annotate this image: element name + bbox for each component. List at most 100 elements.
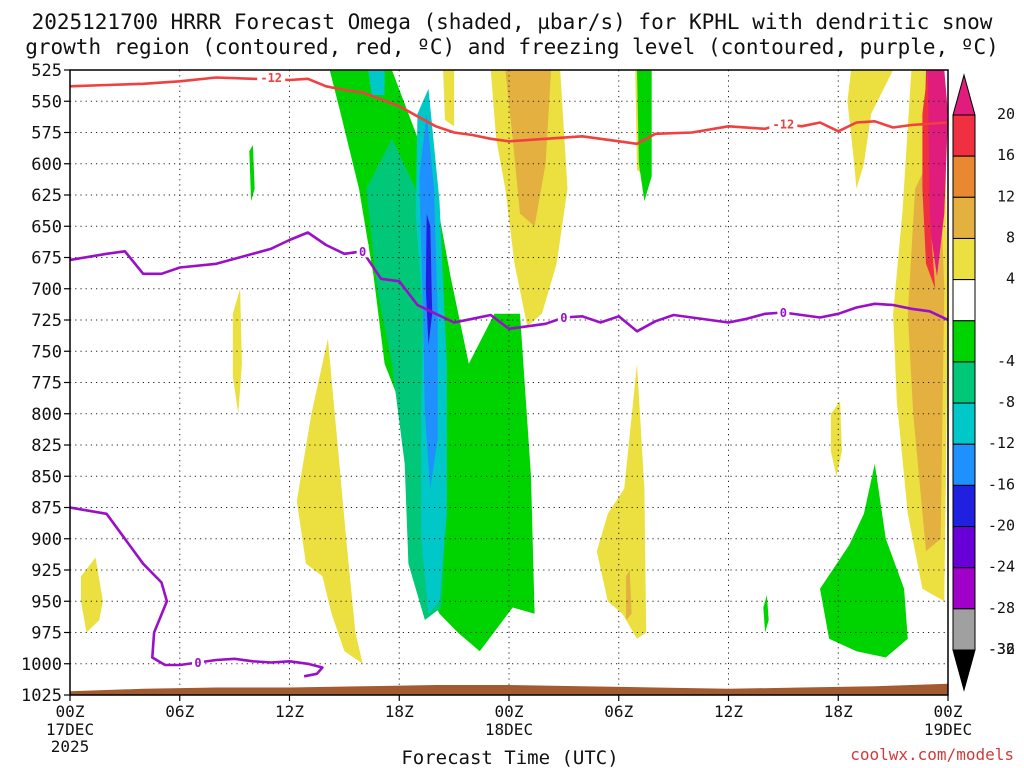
colorbar-label-10: -20 xyxy=(988,517,1015,535)
contour-label-bg xyxy=(192,655,205,669)
colorbar-label-6: -4 xyxy=(997,352,1015,370)
contour-label-bg xyxy=(769,116,798,130)
credit-text: coolwx.com/models xyxy=(850,745,1014,764)
chart-title-line1: 2025121700 HRRR Forecast Omega (shaded, … xyxy=(32,10,993,34)
y-tick-label-900: 900 xyxy=(31,530,62,550)
colorbar-label-4: 4 xyxy=(1006,270,1015,288)
y-tick-label-650: 650 xyxy=(31,217,62,237)
terrain xyxy=(70,683,948,695)
x-tick-label-24: 00Z xyxy=(495,702,524,721)
contour-label-bg xyxy=(777,305,790,319)
colorbar-label-8: -12 xyxy=(988,434,1015,452)
colorbar-label-2: 12 xyxy=(997,187,1015,205)
contours: -12 -12 0 0 0 0 xyxy=(70,70,948,678)
x-date-label-48: 19DEC xyxy=(924,720,972,739)
y-tick-label-625: 625 xyxy=(31,186,62,206)
colorbar-label-0: 20 xyxy=(997,105,1015,123)
colorbar: 20 16 12 8 4 -4 -8 -12 -16 -20 -24 -28 -32-36 xyxy=(952,73,1015,692)
x-axis-label: Forecast Time (UTC) xyxy=(401,747,618,768)
x-tick-label-6: 06Z xyxy=(165,702,194,721)
colorbar-segment-10 xyxy=(952,484,976,528)
colorbar-segment-5 xyxy=(952,279,976,322)
colorbar-label-14: -36 xyxy=(988,640,1015,658)
chart-title-line2: growth region (contoured, red, ºC) and f… xyxy=(25,35,999,59)
colorbar-label-11: -24 xyxy=(988,558,1015,576)
y-tick-label-950: 950 xyxy=(31,592,62,612)
x-tick-label-36: 12Z xyxy=(714,702,743,721)
colorbar-segment-2 xyxy=(952,155,976,198)
contour-freezing-level-lower xyxy=(70,506,324,678)
colorbar-segment-4 xyxy=(952,237,976,281)
y-tick-label-725: 725 xyxy=(31,311,62,331)
colorbar-segment-8 xyxy=(952,402,976,445)
y-tick-label-925: 925 xyxy=(31,561,62,581)
colorbar-top-triangle xyxy=(952,73,976,116)
x-tick-label-0: 00Z xyxy=(56,702,85,721)
colorbar-label-1: 16 xyxy=(997,146,1015,164)
colorbar-segment-1 xyxy=(952,114,976,157)
contour-label-dendritic-snow-growth-1: -12 xyxy=(773,117,795,131)
colorbar-segment-11 xyxy=(952,526,976,569)
y-tick-label-1000: 1000 xyxy=(21,655,62,675)
omega-shading xyxy=(81,70,948,664)
colorbar-segment-13 xyxy=(952,608,976,651)
plot-area: -12 -12 0 0 0 0 xyxy=(69,69,949,696)
colorbar-label-7: -8 xyxy=(997,393,1015,411)
y-tick-label-825: 825 xyxy=(31,436,62,456)
x-date-label-24: 18DEC xyxy=(485,720,533,739)
x-tick-label-30: 06Z xyxy=(604,702,633,721)
shade-yellow-4 xyxy=(847,70,894,189)
contour-label-freezing-level-upper-0: 0 xyxy=(359,245,366,259)
y-tick-label-525: 525 xyxy=(31,61,62,81)
shade-yellow-6 xyxy=(296,338,363,664)
shade-yellow-8 xyxy=(81,557,103,633)
colorbar-bottom-triangle xyxy=(952,649,976,692)
y-tick-label-700: 700 xyxy=(31,280,62,300)
y-tick-label-875: 875 xyxy=(31,499,62,519)
y-tick-label-600: 600 xyxy=(31,155,62,175)
colorbar-segment-6 xyxy=(952,320,976,363)
y-tick-label-1025: 1025 xyxy=(21,686,62,706)
y-tick-label-975: 975 xyxy=(31,624,62,644)
colorbar-label-12: -28 xyxy=(988,599,1015,617)
y-tick-label-575: 575 xyxy=(31,124,62,144)
contour-label-bg xyxy=(557,310,570,324)
colorbar-segment-9 xyxy=(952,443,976,486)
x-date-label-0: 17DEC xyxy=(46,720,94,739)
y-tick-label-850: 850 xyxy=(31,467,62,487)
contour-freezing-level-upper xyxy=(70,231,948,333)
contour-label-freezing-level-upper-2: 0 xyxy=(780,306,787,320)
colorbar-segment-3 xyxy=(952,196,976,239)
terrain-surface xyxy=(70,683,948,695)
shade-cyan xyxy=(368,70,385,95)
x-tick-label-12: 12Z xyxy=(275,702,304,721)
shade-yellow-10 xyxy=(830,401,842,477)
x-tick-label-18: 18Z xyxy=(385,702,414,721)
shade-orange-3 xyxy=(626,570,632,620)
shade-yellow-7 xyxy=(596,363,647,639)
contour-label-bg xyxy=(356,244,369,258)
contour-label-bg xyxy=(257,70,286,84)
y-tick-label-800: 800 xyxy=(31,405,62,425)
x-tick-label-42: 18Z xyxy=(824,702,853,721)
colorbar-segment-12 xyxy=(952,567,976,610)
shade-green-4 xyxy=(249,145,255,202)
y-tick-label-675: 675 xyxy=(31,249,62,269)
y-tick-label-750: 750 xyxy=(31,342,62,362)
colorbar-label-9: -16 xyxy=(988,475,1015,493)
shade-green-3 xyxy=(637,70,652,202)
shade-yellow-3 xyxy=(443,70,455,127)
contour-label-freezing-level-lower-0: 0 xyxy=(194,656,201,670)
contour-label-dendritic-snow-growth-0: -12 xyxy=(260,71,282,85)
y-tick-label-775: 775 xyxy=(31,374,62,394)
colorbar-label-3: 8 xyxy=(1006,228,1015,246)
colorbar-label-13: -32 xyxy=(988,640,1015,658)
x-year-label-0: 2025 xyxy=(51,737,90,756)
shade-orange-1 xyxy=(505,70,552,227)
y-axis: 525 550 575 600 625 650 675 700 725 750 775 800 825 8… xyxy=(21,61,70,706)
x-tick-label-48: 00Z xyxy=(934,702,963,721)
shade-green-5 xyxy=(763,595,769,633)
y-tick-label-550: 550 xyxy=(31,92,62,112)
